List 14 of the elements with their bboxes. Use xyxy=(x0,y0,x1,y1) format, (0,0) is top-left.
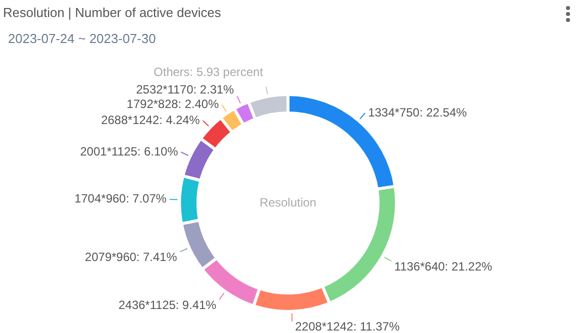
slice-label: 1704*960: 7.07% xyxy=(74,192,167,206)
slice-label: 2688*1242: 4.24% xyxy=(101,112,200,127)
slice-label: 2436*1125: 9.41% xyxy=(118,298,217,312)
chart-title: Resolution | Number of active devices xyxy=(3,5,221,20)
slice-label: Others: 5.93 percent xyxy=(154,64,264,79)
slice-label: 2001*1125: 6.10% xyxy=(80,144,178,158)
slice-label: 2079*960: 7.41% xyxy=(84,250,178,264)
text: Resolution xyxy=(260,195,316,210)
slice-label: 1792*828: 2.40% xyxy=(126,97,220,112)
chart-subtitle: 2023-07-24 ~ 2023-07-30 xyxy=(8,31,156,46)
slice-label: 1334*750: 22.54% xyxy=(368,105,468,120)
slice-label: 1136*640: 21.22% xyxy=(394,259,492,274)
slice-label: 2208*1242: 11.37% xyxy=(295,320,400,333)
slice-label: 2532*1170: 2.31% xyxy=(136,82,234,96)
